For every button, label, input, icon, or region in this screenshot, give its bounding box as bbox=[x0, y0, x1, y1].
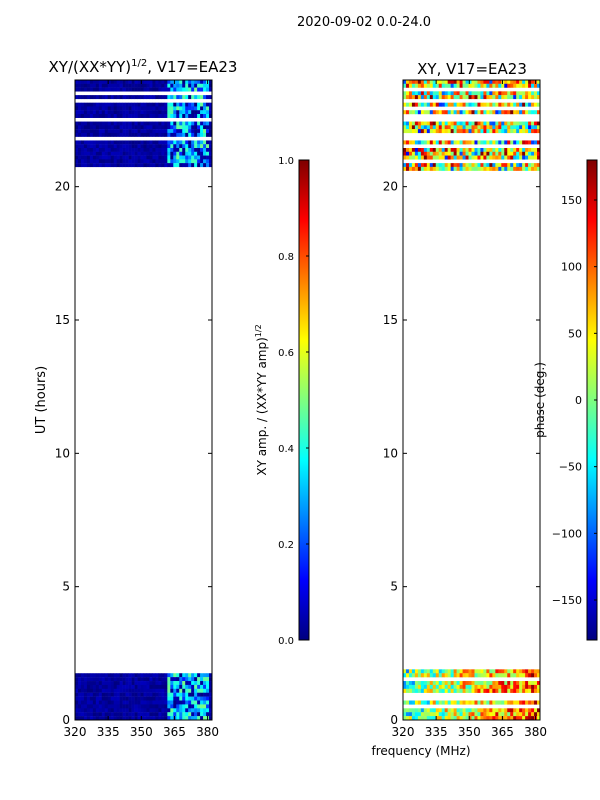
ytick-label: 5 bbox=[62, 580, 70, 594]
xtick-label: 320 bbox=[64, 725, 87, 739]
colorbar-tick-label: 150 bbox=[561, 194, 582, 207]
colorbar-tick-label: 0 bbox=[575, 394, 582, 407]
ytick-label: 20 bbox=[55, 180, 70, 194]
xtick-label: 350 bbox=[130, 725, 153, 739]
colorbar-tick-label: 0.4 bbox=[278, 444, 294, 455]
amplitude-plot-frame bbox=[74, 79, 213, 721]
ytick-label: 10 bbox=[383, 446, 398, 460]
xtick-label: 380 bbox=[524, 725, 547, 739]
ytick-label: 20 bbox=[383, 180, 398, 194]
phase-panel-xlabel: frequency (MHz) bbox=[371, 744, 470, 758]
colorbar-tick-label: −100 bbox=[552, 527, 582, 540]
amplitude-panel: XY/(XX*YY)1/2, V17=EA23 UT (hours) 0 5 10 1… bbox=[34, 58, 237, 739]
phase-colorbar: phase (deg.) −150 −100 −50 0 50 100 150 bbox=[533, 159, 598, 641]
colorbar-tick-label: −50 bbox=[559, 461, 582, 474]
colorbar-tick-label: 1.0 bbox=[278, 156, 294, 167]
phase-plot-frame bbox=[402, 79, 541, 721]
phase-heatmap bbox=[403, 80, 541, 721]
xtick-label: 350 bbox=[458, 725, 481, 739]
colorbar-tick-label: −150 bbox=[552, 594, 582, 607]
ytick-label: 0 bbox=[62, 713, 70, 727]
phase-panel: XY, V17=EA23 frequency (MHz) 0 5 10 15 20 320… bbox=[371, 60, 547, 758]
ytick-label: 10 bbox=[55, 446, 70, 460]
amplitude-colorbar-label: XY amp. / (XX*YY amp)1/2 bbox=[254, 324, 269, 475]
amplitude-heatmap bbox=[75, 80, 213, 721]
phase-colorbar-label: phase (deg.) bbox=[533, 362, 547, 438]
colorbar-tick-label: 100 bbox=[561, 261, 582, 274]
xtick-label: 335 bbox=[97, 725, 120, 739]
xtick-label: 380 bbox=[196, 725, 219, 739]
ytick-label: 15 bbox=[383, 313, 398, 327]
colorbar-tick-label: 0.0 bbox=[278, 636, 294, 647]
ytick-label: 15 bbox=[55, 313, 70, 327]
amplitude-colorbar-gradient bbox=[298, 159, 310, 641]
colorbar-tick-label: 0.6 bbox=[278, 348, 294, 359]
amplitude-colorbar: XY amp. / (XX*YY amp)1/2 0.0 0.2 0.4 0.6 0.8… bbox=[254, 156, 310, 647]
xtick-label: 320 bbox=[392, 725, 415, 739]
ytick-label: 0 bbox=[390, 713, 398, 727]
figure-suptitle: 2020-09-02 0.0-24.0 bbox=[297, 15, 431, 30]
ytick-label: 5 bbox=[390, 580, 398, 594]
colorbar-tick-label: 50 bbox=[568, 327, 582, 340]
amplitude-panel-ylabel: UT (hours) bbox=[34, 366, 49, 434]
xtick-label: 365 bbox=[491, 725, 514, 739]
xtick-label: 335 bbox=[425, 725, 448, 739]
phase-panel-title: XY, V17=EA23 bbox=[417, 60, 527, 78]
amplitude-panel-title: XY/(XX*YY)1/2, V17=EA23 bbox=[49, 58, 238, 76]
xtick-label: 365 bbox=[163, 725, 186, 739]
colorbar-tick-label: 0.2 bbox=[278, 540, 294, 551]
colorbar-tick-label: 0.8 bbox=[278, 252, 294, 263]
